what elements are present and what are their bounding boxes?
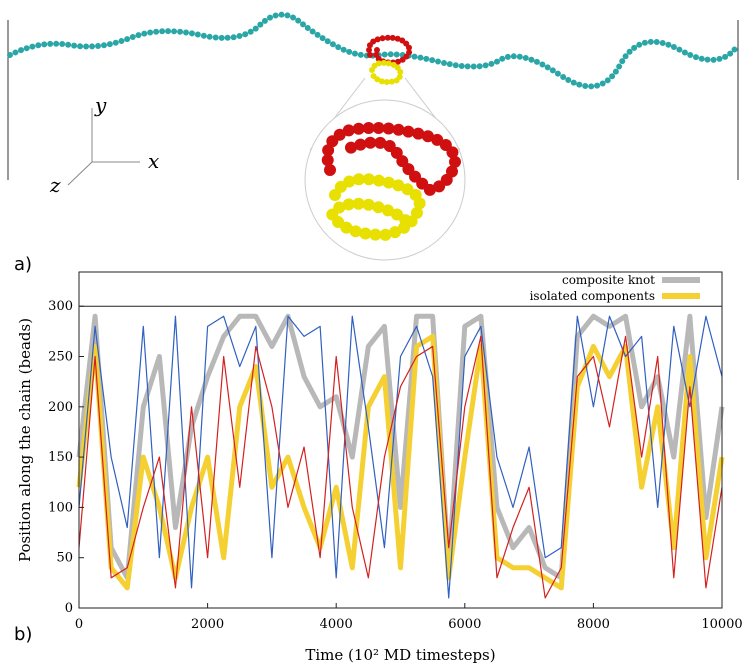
y-tick-label: 250 [48, 350, 73, 365]
x-axis-title: Time (10² MD timesteps) [305, 646, 495, 664]
y-tick-label: 0 [65, 601, 73, 616]
chain-rendering [7, 11, 741, 261]
y-axis-title: Position along the chain (beads) [16, 318, 34, 562]
axis-y-label: y [94, 93, 107, 117]
series-line [78, 335, 723, 599]
series-line [78, 315, 723, 599]
y-tick-label: 200 [48, 400, 73, 415]
axis-z-label: z [49, 173, 61, 197]
y-tick-label: 150 [48, 450, 73, 465]
legend-label: isolated components [530, 289, 655, 303]
series-line [76, 333, 725, 591]
x-tick-label: 0 [75, 617, 83, 632]
panel-label: a) [14, 254, 32, 275]
x-tick-label: 4000 [320, 617, 353, 632]
x-tick-label: 10000 [701, 617, 742, 632]
x-tick-label: 8000 [577, 617, 610, 632]
y-tick-label: 300 [48, 299, 73, 314]
axis-x-label: x [148, 149, 159, 173]
plot-frame [78, 271, 723, 609]
y-tick-label: 50 [56, 551, 73, 566]
y-tick-label: 100 [48, 500, 73, 515]
panel-label: b) [14, 624, 32, 645]
x-tick-label: 6000 [448, 617, 481, 632]
x-tick-label: 2000 [191, 617, 224, 632]
legend-label: composite knot [562, 273, 655, 287]
